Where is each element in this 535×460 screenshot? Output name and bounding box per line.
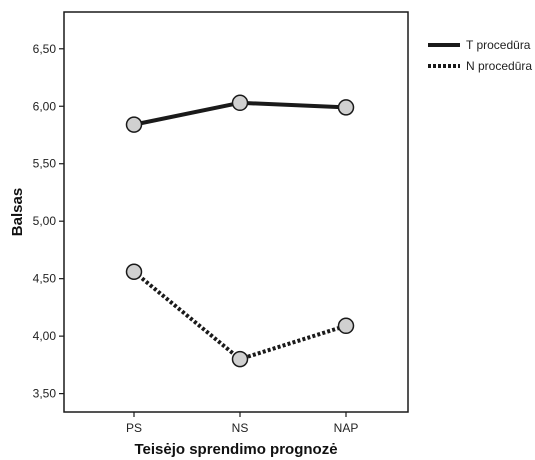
legend-label-t-procedura: T procedūra bbox=[466, 38, 531, 52]
x-axis-title: Teisėjo sprendimo prognozė bbox=[134, 441, 337, 458]
x-tick-label: NS bbox=[232, 421, 249, 435]
y-tick-label: 5,00 bbox=[33, 214, 57, 228]
y-tick-label: 3,50 bbox=[33, 387, 57, 401]
series-layer bbox=[125, 94, 355, 368]
y-tick-label: 4,00 bbox=[33, 329, 57, 343]
y-tick-label: 6,00 bbox=[33, 99, 57, 113]
y-axis: 3,50 4,00 4,50 5,00 5,50 6,00 6,50 bbox=[33, 42, 64, 401]
data-point bbox=[337, 317, 355, 335]
data-point bbox=[231, 94, 249, 112]
plot-frame bbox=[63, 11, 409, 413]
data-point bbox=[125, 116, 143, 133]
y-axis-title: Balsas bbox=[9, 188, 26, 236]
y-tick-label: 6,50 bbox=[33, 42, 57, 56]
legend: T procedūra N procedūra bbox=[428, 38, 532, 73]
y-tick-label: 4,50 bbox=[33, 272, 57, 286]
legend-label-n-procedura: N procedūra bbox=[466, 59, 532, 73]
data-point bbox=[231, 350, 249, 368]
data-point bbox=[125, 263, 143, 281]
x-axis: PS NS NAP bbox=[126, 412, 358, 435]
y-tick-label: 5,50 bbox=[33, 157, 57, 171]
x-tick-label: NAP bbox=[334, 421, 359, 435]
x-tick-label: PS bbox=[126, 421, 142, 435]
data-point bbox=[337, 99, 355, 116]
series-line-1 bbox=[132, 270, 347, 362]
